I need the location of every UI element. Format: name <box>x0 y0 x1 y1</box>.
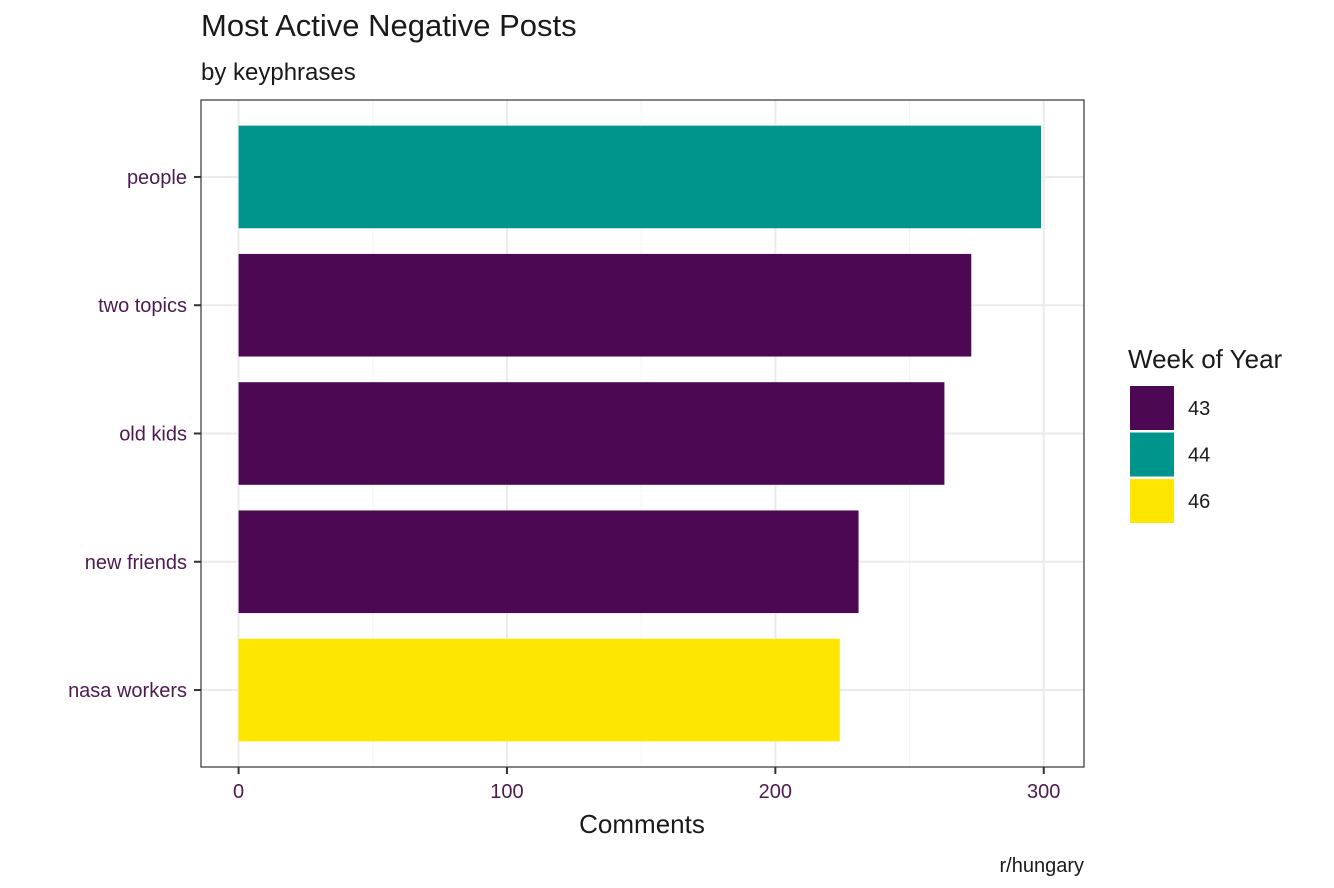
plot-panel: people two topics old kids new friends nasa … <box>68 99 1085 803</box>
bar-people <box>238 125 1042 229</box>
legend-label-43: 43 <box>1188 398 1210 420</box>
bar-nasa-workers <box>238 638 840 742</box>
x-tick-label: 0 <box>233 781 244 803</box>
legend-label-44: 44 <box>1188 445 1210 467</box>
bar-new-friends <box>238 510 859 614</box>
x-tick-label: 300 <box>1027 781 1060 803</box>
x-tick-label: 200 <box>759 781 792 803</box>
y-tick-label: nasa workers <box>68 680 187 702</box>
legend: Week of Year 43 44 46 <box>1128 344 1283 523</box>
y-tick-label: people <box>127 167 187 189</box>
bar-old-kids <box>238 382 945 485</box>
legend-key-43 <box>1130 386 1174 430</box>
y-tick-label: new friends <box>85 552 187 574</box>
legend-key-44 <box>1130 432 1174 477</box>
legend-key-46 <box>1130 479 1174 523</box>
bar-two-topics <box>238 253 972 357</box>
legend-label-46: 46 <box>1188 491 1210 513</box>
chart-caption: r/hungary <box>1000 855 1085 877</box>
x-tick-label: 100 <box>490 781 523 803</box>
y-tick-label: two topics <box>98 295 187 317</box>
chart-subtitle: by keyphrases <box>201 59 356 86</box>
legend-title: Week of Year <box>1128 344 1283 374</box>
y-tick-label: old kids <box>119 424 187 446</box>
x-axis-title: Comments <box>579 809 705 839</box>
chart-title: Most Active Negative Posts <box>201 8 577 43</box>
